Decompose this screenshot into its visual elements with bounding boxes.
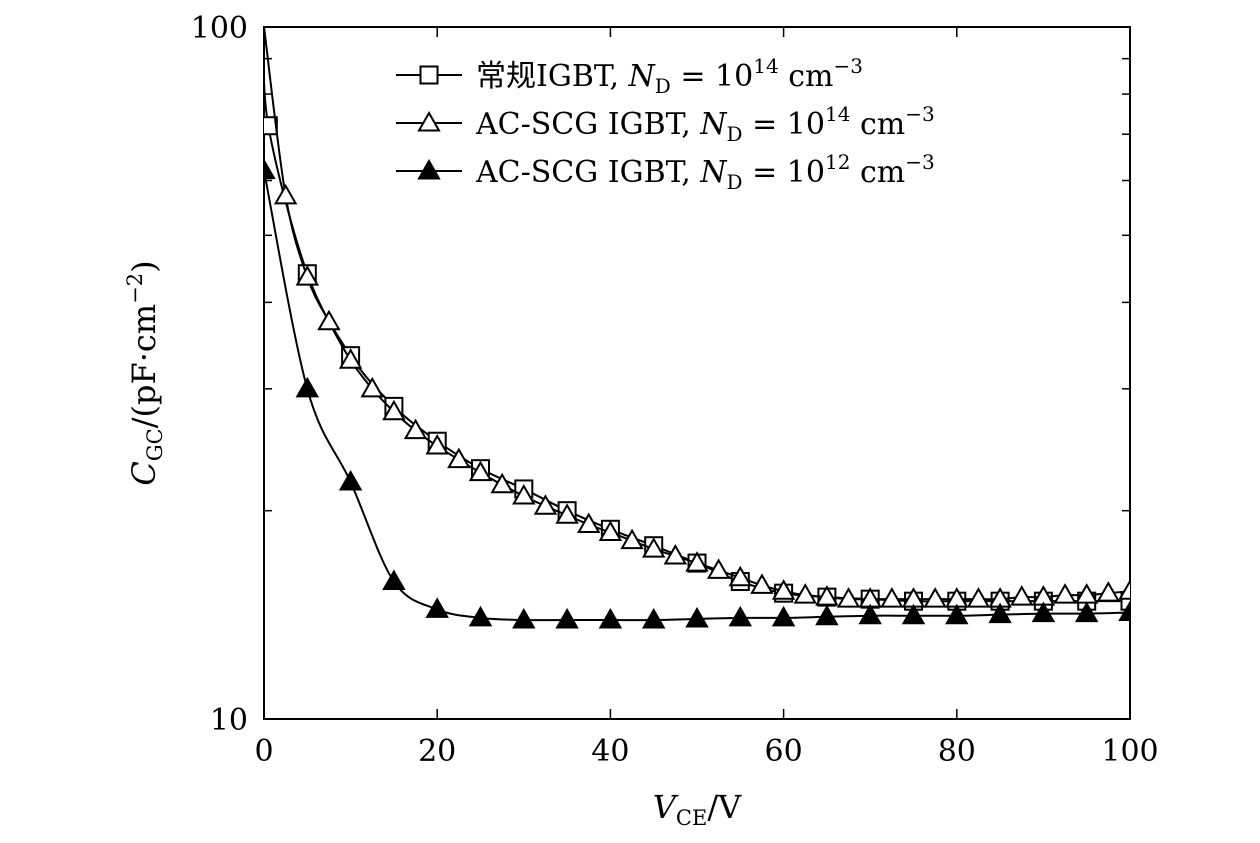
data-point <box>728 565 753 587</box>
data-point <box>382 569 406 591</box>
data-point <box>793 583 817 604</box>
x-tick-label: 20 <box>418 734 456 769</box>
x-tick-label: 0 <box>254 734 273 769</box>
legend: 常规IGBT, ND = 1014 cm−3AC-SCG IGBT, ND = … <box>396 54 935 194</box>
x-tick-label: 100 <box>1101 734 1158 769</box>
x-tick-label: 80 <box>938 734 976 769</box>
axis-titles: VCE/V CGC/(pF·cm−2) <box>123 260 742 830</box>
data-point <box>706 558 731 579</box>
data-point <box>685 606 709 628</box>
data-point <box>598 608 623 629</box>
data-point <box>1118 579 1130 600</box>
plot-frame <box>263 26 1131 720</box>
data-point <box>815 604 839 626</box>
data-point <box>490 472 514 494</box>
data-point <box>338 348 363 369</box>
data-point <box>663 543 688 565</box>
data-point <box>425 434 449 455</box>
data-point <box>901 603 926 625</box>
legend-entry: 常规IGBT, ND = 1014 cm−3 <box>476 54 863 98</box>
data-point <box>425 597 449 618</box>
data-point <box>1010 585 1034 606</box>
legend-marker <box>417 110 441 132</box>
legend-marker <box>419 65 439 85</box>
data-point <box>295 376 320 398</box>
data-point <box>1053 583 1077 604</box>
data-point <box>771 605 796 627</box>
data-point <box>1074 601 1099 623</box>
data-point <box>555 608 579 629</box>
data-point <box>317 309 341 331</box>
data-point <box>555 503 579 524</box>
data-point <box>1120 591 1130 611</box>
data-point <box>512 608 536 629</box>
x-tick-label: 40 <box>591 734 629 769</box>
x-tick-label: 60 <box>765 734 803 769</box>
data-point <box>468 605 493 627</box>
data-point <box>750 573 774 594</box>
series-line <box>264 170 1130 622</box>
data-point <box>512 484 536 505</box>
data-point <box>945 603 969 625</box>
y-axis-title: CGC/(pF·cm−2) <box>123 260 167 485</box>
data-point <box>577 512 601 534</box>
legend-entry: AC-SCG IGBT, ND = 1014 cm−3 <box>475 102 935 146</box>
data-point <box>264 158 276 180</box>
y-tick-label: 10 <box>210 703 248 738</box>
data-point <box>468 460 493 482</box>
x-axis-title: VCE/V <box>653 788 742 830</box>
data-point <box>858 603 882 625</box>
data-point <box>880 587 904 608</box>
data-point <box>382 399 406 421</box>
legend-entry: AC-SCG IGBT, ND = 1012 cm−3 <box>475 150 935 194</box>
data-point <box>685 551 709 572</box>
data-point <box>620 528 644 550</box>
data-point <box>295 265 320 286</box>
data-point <box>533 494 558 515</box>
data-point <box>598 520 623 541</box>
legend-marker <box>417 158 441 180</box>
data-point <box>403 418 428 440</box>
axes: 0 20 40 60 80 100 10 100 <box>191 11 1159 769</box>
y-tick-label: 100 <box>191 11 248 46</box>
series-2 <box>264 158 1130 629</box>
data-point <box>1031 601 1056 623</box>
data-point <box>447 447 471 469</box>
data-point <box>360 376 384 398</box>
data-point <box>923 587 947 608</box>
series-layer <box>264 27 1130 629</box>
data-point <box>728 605 753 627</box>
data-point <box>836 587 861 608</box>
data-point <box>988 602 1012 624</box>
data-point <box>966 587 991 608</box>
data-point <box>641 608 666 629</box>
data-point <box>1118 600 1130 622</box>
data-point <box>1096 581 1121 602</box>
data-point <box>273 183 298 205</box>
data-point <box>815 585 839 606</box>
data-point <box>338 470 363 491</box>
data-point <box>641 537 666 558</box>
data-point <box>771 579 796 600</box>
